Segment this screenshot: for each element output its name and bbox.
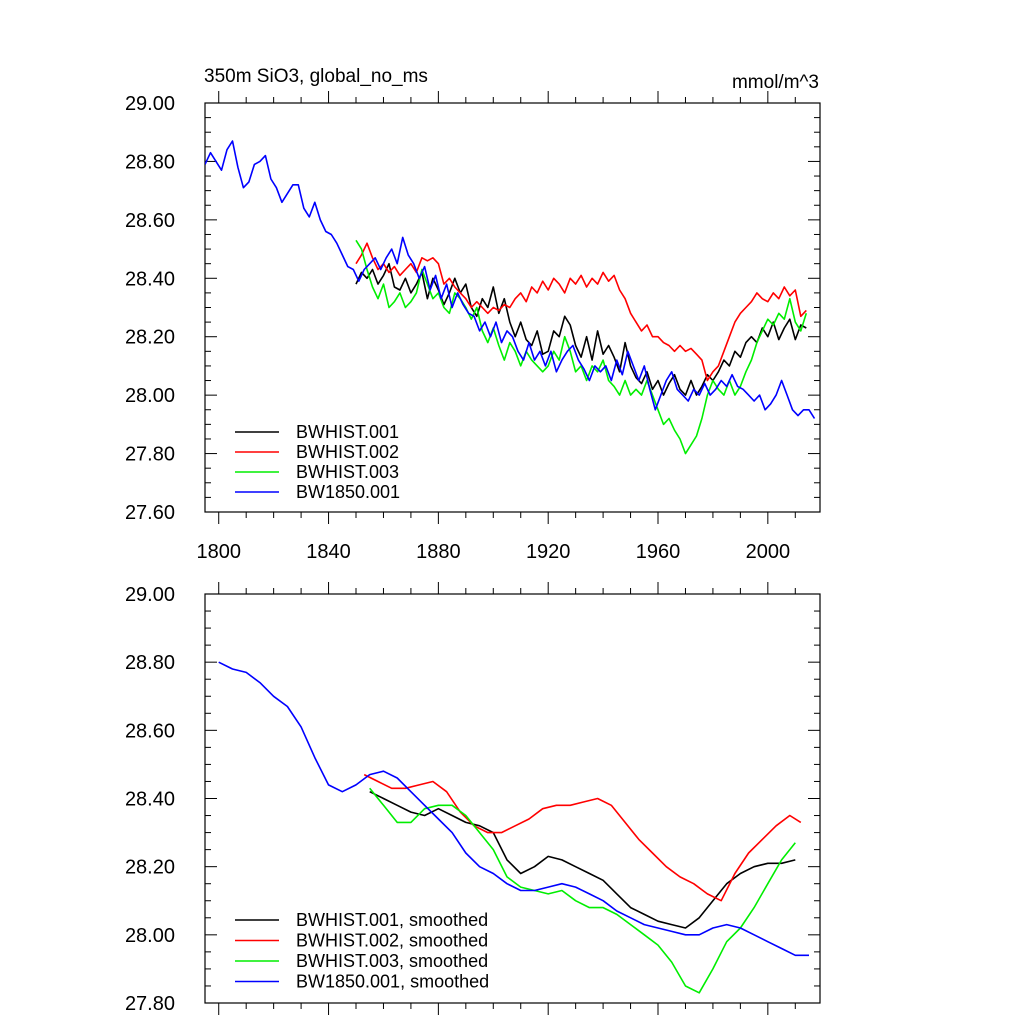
y-tick-label: 28.80 [125, 151, 175, 173]
y-tick-label: 28.00 [125, 925, 175, 947]
series-line-bwhist-001-smoothed [369, 790, 796, 929]
y-tick-label: 28.60 [125, 720, 175, 742]
y-tick-label: 27.60 [125, 502, 175, 524]
series-line-bwhist-003-smoothed [369, 787, 796, 994]
series-line-bwhist-003 [355, 239, 808, 455]
legend-label: BW1850.001 [296, 482, 400, 502]
y-tick-label: 28.20 [125, 857, 175, 879]
y-tick-label: 28.00 [125, 385, 175, 407]
y-tick-label: 28.80 [125, 652, 175, 674]
y-tick-label: 29.00 [125, 584, 175, 606]
bottom-panel: 27.80 28.00 28.20 28.40 28.60 28.80 29.00 BWHIS… [125, 582, 821, 1015]
y-tick-label: 27.80 [125, 993, 175, 1015]
series-line-bwhist-002-smoothed [363, 773, 802, 902]
legend-label: BWHIST.002 [296, 442, 399, 462]
x-tick-label: 1960 [636, 541, 681, 563]
series-line-bwhist-001 [355, 262, 807, 396]
series-line-bw1850-001-smoothed [218, 661, 809, 957]
y-tick-label: 28.60 [125, 210, 175, 232]
x-tick-label: 1880 [416, 541, 461, 563]
y-tick-label: 28.20 [125, 327, 175, 349]
x-tick-label: 2000 [746, 541, 791, 563]
y-tick-label: 28.40 [125, 789, 175, 811]
series-line-bwhist-002 [355, 242, 807, 382]
chart-title: 350m SiO3, global_no_ms [204, 66, 428, 87]
x-tick-label: 1800 [196, 541, 241, 563]
x-tick-label: 1920 [526, 541, 571, 563]
y-tick-label: 28.40 [125, 268, 175, 290]
legend-label: BWHIST.003 [296, 462, 399, 482]
y-tick-label: 27.80 [125, 444, 175, 466]
legend-label: BWHIST.002, smoothed [296, 931, 488, 951]
legend-label: BWHIST.001, smoothed [296, 910, 488, 930]
top-panel: 27.60 27.80 28.00 28.20 28.40 28.60 28.80 29.00… [125, 91, 821, 563]
legend-label: BWHIST.003, smoothed [296, 951, 488, 971]
series-line-bw1850-001 [205, 140, 816, 419]
legend-label: BWHIST.001 [296, 422, 399, 442]
x-tick-label: 1840 [306, 541, 351, 563]
y-tick-label: 29.00 [125, 93, 175, 115]
legend-label: BW1850.001, smoothed [296, 972, 489, 992]
units-label: mmol/m^3 [732, 72, 819, 93]
